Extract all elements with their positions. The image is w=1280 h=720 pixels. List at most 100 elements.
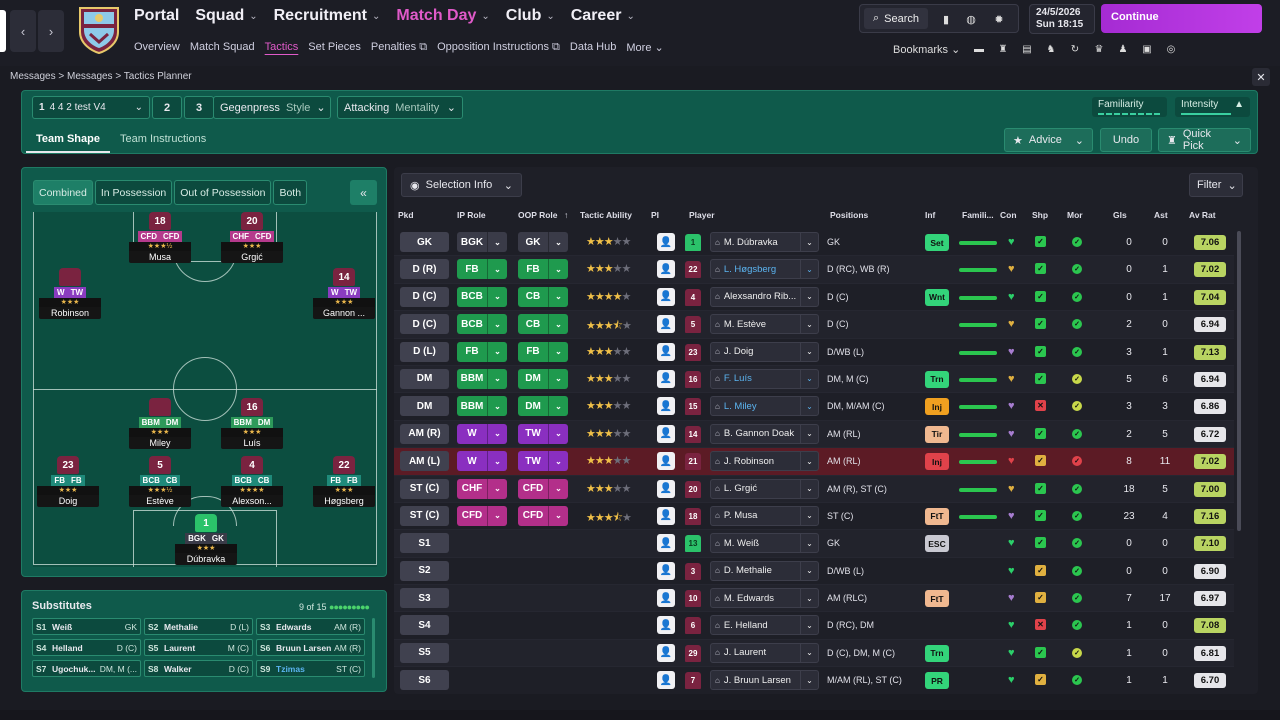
player-selector[interactable]: ⌂ L. Høgsberg ⌄ — [710, 259, 819, 280]
pitch-player[interactable]: 14 W TW ★★★ Gannon ... — [313, 268, 375, 319]
picked-position-button[interactable]: D (C) — [400, 286, 449, 307]
ip-role-selector[interactable]: FB ⌄ — [457, 341, 507, 362]
oop-role-selector[interactable]: TW ⌄ — [518, 423, 568, 444]
ip-role-selector[interactable]: FB ⌄ — [457, 259, 507, 280]
player-instructions-icon[interactable]: 👤 — [657, 260, 675, 279]
game-date[interactable]: 24/5/2026 Sun 18:15 — [1029, 4, 1095, 34]
tab-team-instructions[interactable]: Team Instructions — [110, 127, 216, 153]
col-familiarity[interactable]: Famili... — [962, 210, 994, 220]
nav-item-portal[interactable]: Portal — [134, 7, 179, 25]
oop-role-selector[interactable]: CB ⌄ — [518, 314, 568, 335]
view-in-possession[interactable]: In Possession — [94, 180, 173, 205]
col-morale[interactable]: Mor — [1067, 210, 1083, 220]
picked-position-button[interactable]: S4 — [400, 615, 449, 636]
picked-position-button[interactable]: S2 — [400, 560, 449, 581]
col-sharpness[interactable]: Shp — [1032, 210, 1049, 220]
pitch-player[interactable]: 20 CHF CFD ★★★ Grgić — [221, 212, 283, 263]
col-assists[interactable]: Ast — [1154, 210, 1168, 220]
style-selector[interactable]: Gegenpress Style ⌄ — [213, 96, 331, 119]
ip-role-selector[interactable]: CFD ⌄ — [457, 505, 507, 526]
player-selector[interactable]: ⌂ D. Methalie ⌄ — [710, 560, 819, 581]
gear-icon[interactable]: ✹ — [994, 13, 1004, 26]
nav-item-squad[interactable]: Squad ⌄ — [195, 7, 257, 25]
col-tactic-ability[interactable]: Tactic Ability — [580, 210, 632, 220]
picked-position-button[interactable]: ST (C) — [400, 478, 449, 499]
player-selector[interactable]: ⌂ M. Weiß ⌄ — [710, 533, 819, 554]
table-scrollbar[interactable] — [1237, 231, 1241, 531]
player-selector[interactable]: ⌂ L. Grgić ⌄ — [710, 478, 819, 499]
player-instructions-icon[interactable]: 👤 — [657, 452, 675, 471]
sidebar-toggle[interactable] — [0, 10, 6, 52]
mentality-selector[interactable]: Attacking Mentality ⌄ — [337, 96, 463, 119]
player-selector[interactable]: ⌂ Alexsandro Rib... ⌄ — [710, 286, 819, 307]
pitch-player[interactable]: 18 CFD CFD ★★★½ Musa — [129, 212, 191, 263]
nav-item-recruitment[interactable]: Recruitment ⌄ — [274, 7, 381, 25]
player-selector[interactable]: ⌂ M. Dúbravka ⌄ — [710, 232, 819, 252]
player-instructions-icon[interactable]: 👤 — [657, 671, 675, 690]
close-button[interactable]: ✕ — [1252, 68, 1270, 86]
pitch-player[interactable]: 22 FB FB ★★★ Høgsberg — [313, 456, 375, 507]
player-instructions-icon[interactable]: 👤 — [657, 561, 675, 580]
scout-icon[interactable]: ♞ — [1046, 43, 1056, 55]
table-row[interactable]: D (C) BCB ⌄ CB ⌄ ★★★⯪★ 👤 5 ⌂ M. Estève ⌄ D (C) ♥ ✓ ✓ 2 0… — [394, 311, 1234, 339]
ip-role-selector[interactable]: W ⌄ — [457, 423, 507, 444]
col-ip-role[interactable]: IP Role — [457, 210, 486, 220]
table-row[interactable]: S3 👤 10 ⌂ M. Edwards ⌄ AM (RLC) FtT ♥ ✓ ✓ 7 17 6.97 — [394, 585, 1234, 613]
table-row[interactable]: S4 👤 6 ⌂ E. Helland ⌄ D (RC), DM ♥ ✕ ✓ 1 0 7.08 — [394, 612, 1234, 640]
player-selector[interactable]: ⌂ E. Helland ⌄ — [710, 615, 819, 636]
picked-position-button[interactable]: S3 — [400, 588, 449, 609]
table-row[interactable]: DM BBM ⌄ DM ⌄ ★★★★★ 👤 15 ⌂ L. Miley ⌄ DM, M/AM (C) I… — [394, 393, 1234, 421]
clipboard-icon[interactable]: ▣ — [1142, 43, 1152, 55]
forward-button[interactable]: › — [38, 10, 64, 52]
collapse-button[interactable]: « — [350, 180, 377, 205]
continue-button[interactable]: Continue — [1101, 4, 1262, 33]
oop-role-selector[interactable]: DM ⌄ — [518, 396, 568, 417]
substitute-item[interactable]: S8 Walker D (C) — [144, 660, 253, 677]
breadcrumb-item[interactable]: Messages — [10, 71, 56, 82]
pitch-player[interactable]: BBM DM ★★★ Miley — [129, 398, 191, 449]
oop-role-selector[interactable]: TW ⌄ — [518, 451, 568, 472]
player-instructions-icon[interactable]: 👤 — [657, 287, 675, 306]
substitute-item[interactable]: S7 Ugochuk... DM, M (... — [32, 660, 141, 677]
oop-role-selector[interactable]: FB ⌄ — [518, 341, 568, 362]
player-instructions-icon[interactable]: 👤 — [657, 534, 675, 553]
col-goals[interactable]: Gls — [1113, 210, 1127, 220]
picked-position-button[interactable]: S6 — [400, 670, 449, 691]
subnav-item-set-pieces[interactable]: Set Pieces — [308, 41, 361, 54]
table-row[interactable]: D (C) BCB ⌄ CB ⌄ ★★★★★ 👤 4 ⌂ Alexsandro Rib... ⌄ D … — [394, 284, 1234, 312]
picked-position-button[interactable]: DM — [400, 396, 449, 417]
chat-icon[interactable]: ▬ — [974, 43, 984, 55]
picked-position-button[interactable]: GK — [400, 232, 449, 252]
oop-role-selector[interactable]: CFD ⌄ — [518, 478, 568, 499]
undo-button[interactable]: Undo — [1100, 128, 1152, 152]
view-combined[interactable]: Combined — [33, 180, 93, 205]
quick-pick-button[interactable]: ♜ Quick Pick ⌄ — [1158, 128, 1251, 152]
oop-role-selector[interactable]: CB ⌄ — [518, 286, 568, 307]
oop-role-selector[interactable]: DM ⌄ — [518, 368, 568, 389]
player-selector[interactable]: ⌂ M. Estève ⌄ — [710, 314, 819, 335]
subnav-item-overview[interactable]: Overview — [134, 41, 180, 54]
shirt-icon[interactable]: ♜ — [998, 43, 1008, 55]
staff-icon[interactable]: ♟ — [1118, 43, 1128, 55]
picked-position-button[interactable]: S5 — [400, 642, 449, 663]
substitute-item[interactable]: S9 Tzimas ST (C) — [256, 660, 365, 677]
player-instructions-icon[interactable]: 👤 — [657, 342, 675, 361]
player-instructions-icon[interactable]: 👤 — [657, 479, 675, 498]
substitute-item[interactable]: S1 Weiß GK — [32, 618, 141, 635]
table-row[interactable]: S1 👤 13 ⌂ M. Weiß ⌄ GK ESC ♥ ✓ ✓ 0 0 7.10 — [394, 530, 1234, 558]
col-condition[interactable]: Con — [1000, 210, 1017, 220]
ip-role-selector[interactable]: BCB ⌄ — [457, 286, 507, 307]
nav-item-club[interactable]: Club ⌄ — [506, 7, 555, 25]
table-row[interactable]: D (R) FB ⌄ FB ⌄ ★★★★★ 👤 22 ⌂ L. Høgsberg ⌄ D (RC), … — [394, 256, 1234, 284]
substitute-item[interactable]: S6 Bruun Larsen AM (R) — [256, 639, 365, 656]
oop-role-selector[interactable]: FB ⌄ — [518, 259, 568, 280]
intensity-indicator[interactable]: Intensity ▲ — [1175, 97, 1250, 117]
subs-scrollbar[interactable] — [372, 618, 375, 678]
advice-button[interactable]: ★ Advice ⌄ — [1004, 128, 1093, 152]
filter-dropdown[interactable]: Filter ⌄ — [1189, 173, 1243, 197]
table-row[interactable]: ST (C) CFD ⌄ CFD ⌄ ★★★⯪★ 👤 18 ⌂ P. Musa ⌄ ST (C) FtT… — [394, 503, 1234, 531]
picked-position-button[interactable]: D (R) — [400, 259, 449, 280]
picked-position-button[interactable]: DM — [400, 368, 449, 389]
tactic-slot-3[interactable]: 3 — [184, 96, 214, 119]
table-row[interactable]: S5 👤 29 ⌂ J. Laurent ⌄ D (C), DM, M (C) Trn ♥ ✓ ✓ 1… — [394, 639, 1234, 668]
